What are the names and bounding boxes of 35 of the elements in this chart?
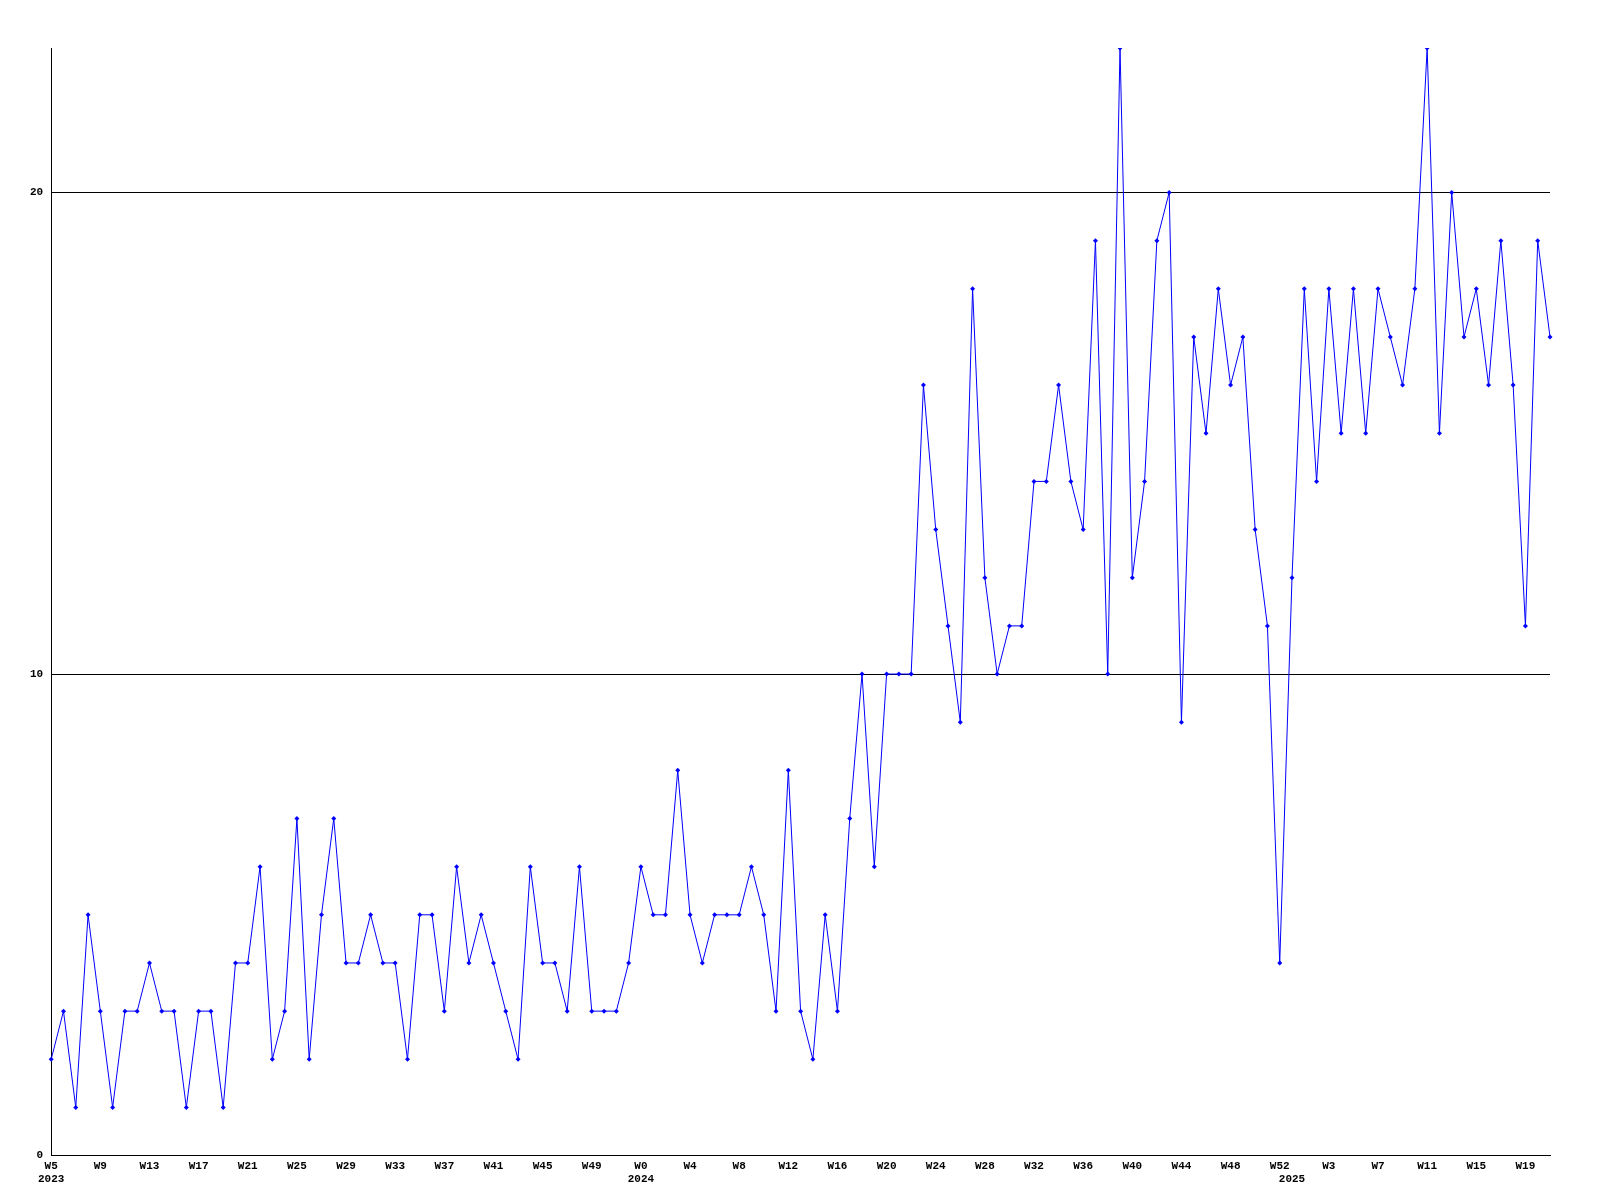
x-tick-label: W19 <box>1515 1159 1536 1172</box>
x-tick-label: W8 <box>732 1159 747 1172</box>
y-tick-label: 0 <box>36 1149 44 1162</box>
x-tick-label: W20 <box>876 1159 897 1172</box>
x-tick-label: W33 <box>385 1159 406 1172</box>
x-tick-label: W52 <box>1269 1159 1290 1172</box>
x-tick-label: W37 <box>434 1159 455 1172</box>
x-tick-label: W28 <box>974 1159 996 1172</box>
x-tick-label: W7 <box>1371 1159 1385 1172</box>
x-tick-label: W29 <box>336 1159 356 1172</box>
x-tick-label: W49 <box>581 1159 602 1172</box>
x-tick-label: W41 <box>483 1159 504 1172</box>
x-tick-label: 2025 <box>1278 1173 1306 1186</box>
x-tick-label: W15 <box>1466 1159 1487 1172</box>
x-tick-label: W21 <box>237 1159 259 1172</box>
x-tick-label: W4 <box>683 1159 698 1172</box>
x-tick-label: W13 <box>139 1159 160 1172</box>
x-tick-label: W48 <box>1220 1159 1241 1172</box>
x-tick-label: W45 <box>532 1159 553 1172</box>
x-tick-label: W3 <box>1322 1159 1336 1172</box>
x-tick-label: W24 <box>925 1159 947 1172</box>
x-tick-label: W5 2023 <box>38 1159 65 1186</box>
x-tick-label: W40 <box>1122 1159 1143 1172</box>
x-tick-label: W11 <box>1417 1159 1438 1172</box>
x-tick-label: W12 <box>778 1159 799 1172</box>
x-tick-label: W0 2024 <box>627 1159 655 1186</box>
y-tick-label: 10 <box>30 667 44 680</box>
x-tick-label: W25 <box>287 1159 308 1172</box>
x-tick-label: W17 <box>188 1159 209 1172</box>
x-tick-label: W36 <box>1073 1159 1094 1172</box>
x-tick-label: W32 <box>1024 1159 1044 1172</box>
x-tick-label: W16 <box>827 1159 848 1172</box>
y-tick-label: 20 <box>30 186 44 199</box>
x-tick-label: W44 <box>1171 1159 1192 1172</box>
x-tick-label: W9 <box>93 1159 107 1172</box>
